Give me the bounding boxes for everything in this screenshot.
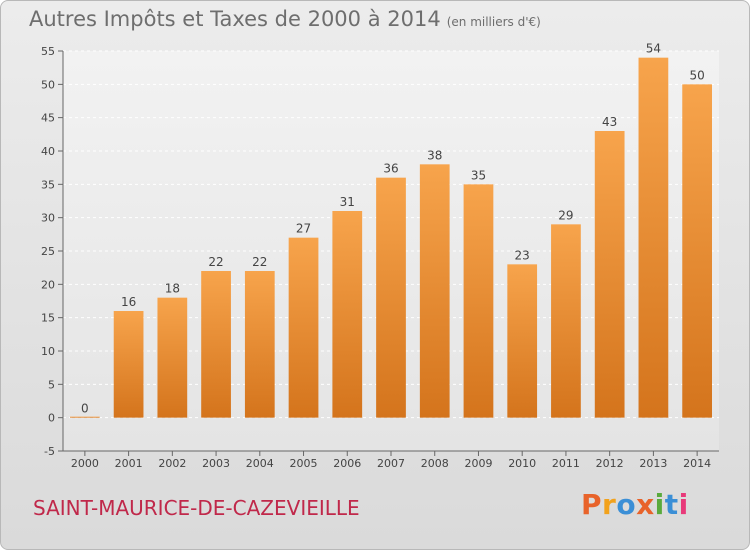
value-label: 54 — [646, 42, 661, 56]
y-tick-label: 55 — [41, 45, 55, 58]
logo-letter: t — [664, 488, 679, 521]
value-label: 50 — [689, 68, 704, 82]
x-tick-label: 2000 — [71, 457, 99, 470]
bar — [682, 84, 713, 418]
chart-unit: (en milliers d'€) — [446, 15, 541, 29]
x-tick-label: 2013 — [639, 457, 667, 470]
logo-letter: P — [581, 488, 603, 521]
bar — [419, 164, 450, 418]
bar — [113, 311, 144, 418]
value-label: 29 — [558, 208, 573, 222]
bar — [157, 297, 188, 418]
bar — [594, 131, 625, 418]
logo-letter: i — [654, 488, 665, 521]
commune-name: SAINT-MAURICE-DE-CAZEVIEILLE — [33, 496, 360, 520]
y-tick-label: 5 — [48, 378, 55, 391]
bar — [507, 264, 538, 418]
chart-title-text: Autres Impôts et Taxes de 2000 à 2014 — [29, 7, 441, 31]
x-tick-label: 2007 — [377, 457, 405, 470]
y-tick-label: 10 — [41, 345, 55, 358]
bar — [288, 237, 319, 418]
value-label: 18 — [165, 282, 180, 296]
bar — [376, 177, 406, 418]
bar — [463, 184, 494, 418]
y-tick-label: -5 — [44, 445, 55, 458]
value-label: 0 — [81, 402, 89, 416]
value-label: 38 — [427, 148, 442, 162]
x-tick-label: 2008 — [421, 457, 449, 470]
y-tick-label: 50 — [41, 78, 55, 91]
logo-letter: r — [602, 488, 617, 521]
value-label: 22 — [252, 255, 267, 269]
x-tick-label: 2002 — [158, 457, 186, 470]
value-labels: 0 16 18 22 22 27 31 36 38 35 23 29 43 54 50 — [81, 42, 705, 416]
bar — [244, 271, 275, 418]
y-tick-label: 30 — [41, 212, 55, 225]
logo-letter: i — [678, 488, 689, 521]
value-label: 16 — [121, 295, 136, 309]
x-tick-label: 2014 — [683, 457, 711, 470]
x-tick-label: 2011 — [552, 457, 580, 470]
bar — [69, 416, 100, 418]
y-tick-label: 15 — [41, 312, 55, 325]
y-tick-label: 0 — [48, 412, 55, 425]
value-label: 22 — [208, 255, 223, 269]
bar — [332, 211, 363, 418]
logo-letter: o — [616, 488, 637, 521]
proxiti-logo: Proxiti — [581, 488, 689, 521]
y-tick-label: 45 — [41, 112, 55, 125]
x-tick-label: 2010 — [508, 457, 536, 470]
bars — [69, 57, 713, 418]
value-label: 43 — [602, 115, 617, 129]
x-tick-label: 2012 — [596, 457, 624, 470]
axis-ticks: -5 0 5 10 15 20 25 30 35 40 45 50 55 2000 2001 2002 2003… — [41, 45, 719, 470]
y-tick-label: 40 — [41, 145, 55, 158]
bar — [201, 271, 231, 418]
bar — [638, 57, 669, 418]
x-tick-label: 2003 — [202, 457, 230, 470]
value-label: 27 — [296, 222, 311, 236]
x-tick-label: 2004 — [246, 457, 274, 470]
x-tick-label: 2001 — [115, 457, 143, 470]
value-label: 23 — [515, 248, 530, 262]
logo-letter: x — [636, 488, 655, 521]
x-tick-label: 2005 — [290, 457, 318, 470]
x-tick-label: 2006 — [333, 457, 361, 470]
value-label: 31 — [340, 195, 355, 209]
y-tick-label: 35 — [41, 178, 55, 191]
chart-title: Autres Impôts et Taxes de 2000 à 2014 (en… — [29, 7, 541, 31]
bar — [551, 224, 581, 418]
x-tick-label: 2009 — [464, 457, 492, 470]
y-tick-label: 25 — [41, 245, 55, 258]
value-label: 36 — [383, 162, 398, 176]
y-tick-label: 20 — [41, 278, 55, 291]
value-label: 35 — [471, 168, 486, 182]
